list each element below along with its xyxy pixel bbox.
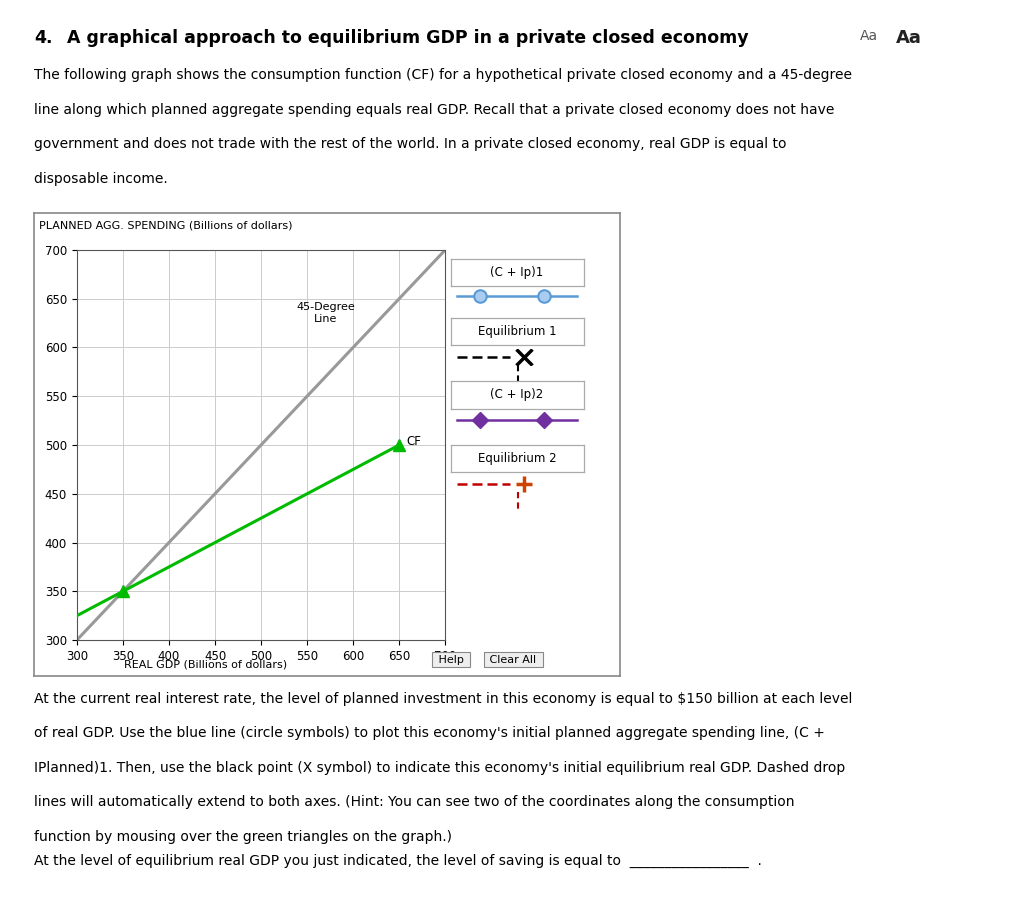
Text: 4.: 4. (34, 29, 52, 47)
Text: disposable income.: disposable income. (34, 172, 168, 185)
Text: REAL GDP (Billions of dollars): REAL GDP (Billions of dollars) (124, 659, 288, 669)
Text: CF: CF (407, 435, 422, 448)
Text: PLANNED AGG. SPENDING (Billions of dollars): PLANNED AGG. SPENDING (Billions of dolla… (39, 221, 293, 231)
Text: 45-Degree
Line: 45-Degree Line (296, 302, 355, 324)
Text: function by mousing over the green triangles on the graph.): function by mousing over the green trian… (34, 830, 452, 844)
Text: Clear All: Clear All (486, 655, 540, 665)
Text: At the level of equilibrium real GDP you just indicated, the level of saving is : At the level of equilibrium real GDP you… (34, 854, 762, 868)
Text: (C + Ip)2: (C + Ip)2 (490, 389, 544, 401)
Text: lines will automatically extend to both axes. (Hint: You can see two of the coor: lines will automatically extend to both … (34, 795, 795, 809)
Text: (C + Ip)1: (C + Ip)1 (490, 266, 544, 279)
Text: Equilibrium 2: Equilibrium 2 (478, 452, 556, 465)
Text: of real GDP. Use the blue line (circle symbols) to plot this economy's initial p: of real GDP. Use the blue line (circle s… (34, 726, 824, 740)
Text: Equilibrium 1: Equilibrium 1 (478, 325, 556, 338)
Text: Help: Help (435, 655, 468, 665)
Text: IPlanned)1. Then, use the black point (X symbol) to indicate this economy's init: IPlanned)1. Then, use the black point (X… (34, 761, 845, 775)
Text: government and does not trade with the rest of the world. In a private closed ec: government and does not trade with the r… (34, 137, 786, 151)
Text: At the current real interest rate, the level of planned investment in this econo: At the current real interest rate, the l… (34, 692, 852, 706)
Text: The following graph shows the consumption function (CF) for a hypothetical priva: The following graph shows the consumptio… (34, 68, 852, 82)
Text: A graphical approach to equilibrium GDP in a private closed economy: A graphical approach to equilibrium GDP … (61, 29, 750, 47)
Text: line along which planned aggregate spending equals real GDP. Recall that a priva: line along which planned aggregate spend… (34, 103, 835, 116)
Text: Aa: Aa (860, 29, 879, 43)
Text: Aa: Aa (896, 29, 922, 47)
